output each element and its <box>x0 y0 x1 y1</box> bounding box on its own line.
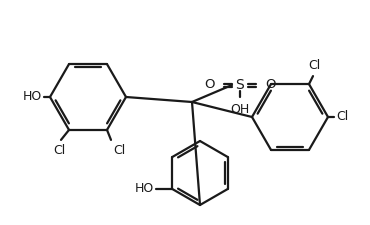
Text: Cl: Cl <box>308 59 320 72</box>
Text: OH: OH <box>231 103 250 116</box>
Text: S: S <box>236 78 244 92</box>
Text: O: O <box>265 79 276 92</box>
Text: Cl: Cl <box>336 110 348 124</box>
Text: Cl: Cl <box>113 144 125 157</box>
Text: HO: HO <box>23 90 42 104</box>
Text: HO: HO <box>135 182 154 196</box>
Text: Cl: Cl <box>53 144 65 157</box>
Text: O: O <box>205 79 215 92</box>
